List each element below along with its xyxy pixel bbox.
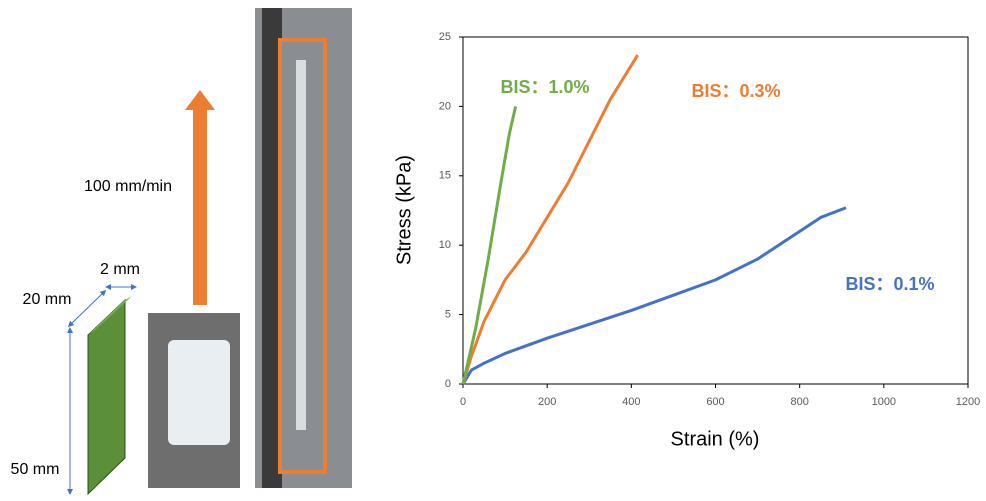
x-tick-label: 1000 (872, 396, 896, 408)
pull-arrow (185, 90, 215, 305)
x-tick-label: 400 (622, 396, 640, 408)
series-line (461, 106, 518, 385)
series-line (461, 54, 639, 385)
y-tick-label: 5 (445, 309, 451, 321)
series-label: BIS：0.1% (845, 274, 934, 294)
thickness-label: 2 mm (100, 261, 140, 278)
y-tick-label: 25 (439, 31, 451, 43)
sample-slab (87, 298, 126, 496)
x-axis-label: Strain (%) (671, 428, 760, 450)
photo-sample (168, 340, 230, 445)
y-tick-label: 10 (439, 239, 451, 251)
x-tick-label: 200 (538, 396, 556, 408)
photo-strip (296, 60, 306, 430)
dim-arrow (67, 289, 107, 328)
x-tick-label: 600 (706, 396, 724, 408)
y-tick-label: 20 (439, 100, 451, 112)
y-tick-label: 0 (445, 378, 451, 390)
width-label: 20 mm (23, 291, 72, 308)
photo-frame (262, 8, 282, 488)
length-label: 50 mm (11, 461, 60, 478)
x-tick-label: 1200 (956, 396, 980, 408)
x-tick-label: 0 (460, 396, 466, 408)
series-line (461, 206, 847, 385)
x-tick-label: 800 (790, 396, 808, 408)
series-label: BIS：0.3% (691, 81, 780, 101)
series-label: BIS：1.0% (500, 77, 589, 97)
y-axis-label: Stress (kPa) (393, 155, 415, 265)
y-tick-label: 15 (439, 170, 451, 182)
highlight-box (278, 38, 327, 474)
speed-label: 100 mm/min (84, 178, 172, 195)
